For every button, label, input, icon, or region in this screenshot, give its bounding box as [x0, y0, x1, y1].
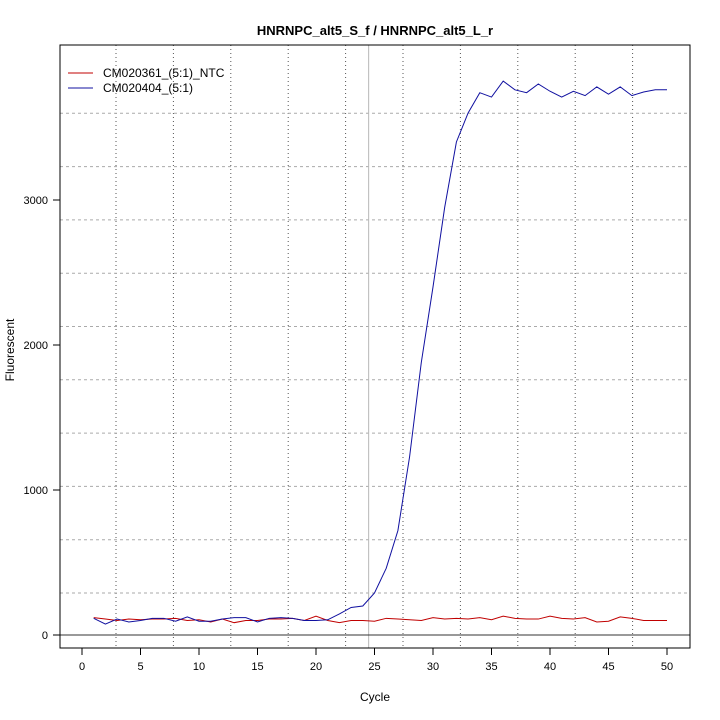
x-axis-label: Cycle	[360, 690, 390, 704]
series-line-0	[93, 615, 667, 624]
legend: CM020361_(5:1)_NTC CM020404_(5:1)	[68, 66, 225, 95]
y-tick-label: 1000	[24, 485, 48, 497]
x-tick-label: 30	[427, 661, 439, 673]
x-tick-label: 35	[485, 661, 497, 673]
x-tick-label: 40	[544, 661, 556, 673]
grid	[60, 45, 690, 648]
y-tick-label: 0	[42, 630, 48, 642]
y-axis-label: Fluorescent	[3, 318, 17, 381]
x-tick-label: 20	[310, 661, 322, 673]
x-tick-label: 5	[137, 661, 143, 673]
x-tick-label: 15	[251, 661, 263, 673]
x-tick-label: 50	[661, 661, 673, 673]
x-axis: 0 5 10 15 20 25 30 35 40 45 50	[79, 648, 673, 673]
chart-title: HNRNPC_alt5_S_f / HNRNPC_alt5_L_r	[257, 23, 493, 38]
x-tick-label: 10	[193, 661, 205, 673]
y-tick-label: 3000	[24, 195, 48, 207]
series-layer	[93, 80, 667, 625]
x-tick-label: 25	[368, 661, 380, 673]
legend-label-sample: CM020404_(5:1)	[103, 81, 193, 95]
series-line-1	[93, 80, 667, 625]
x-tick-label: 0	[79, 661, 85, 673]
y-axis: 0 1000 2000 3000	[24, 195, 60, 642]
y-tick-label: 2000	[24, 340, 48, 352]
legend-label-ntc: CM020361_(5:1)_NTC	[103, 66, 225, 80]
plot-frame	[59, 44, 691, 649]
x-tick-label: 45	[602, 661, 614, 673]
